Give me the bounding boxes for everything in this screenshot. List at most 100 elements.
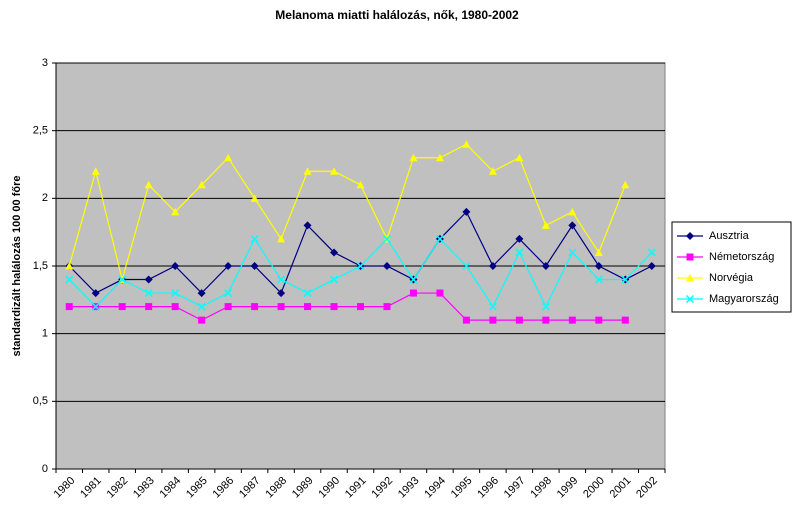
data-point — [144, 180, 153, 189]
x-tick-label: 1997 — [502, 475, 528, 501]
data-point — [224, 153, 233, 162]
data-point — [541, 302, 550, 311]
data-point — [277, 303, 285, 311]
data-point — [303, 167, 312, 175]
x-tick-label: 1980 — [52, 475, 78, 501]
data-point — [277, 289, 286, 298]
legend-label: Németország — [709, 251, 774, 263]
data-point — [594, 262, 603, 270]
x-tick-label: 1992 — [369, 475, 395, 501]
data-point — [621, 316, 629, 324]
data-point — [197, 302, 206, 311]
data-point — [118, 275, 127, 284]
data-point — [198, 316, 206, 324]
data-point — [224, 262, 233, 270]
data-point — [356, 261, 365, 271]
data-point — [435, 234, 444, 243]
data-point — [542, 316, 550, 324]
data-point — [65, 275, 74, 284]
data-point — [224, 303, 232, 311]
data-point — [647, 262, 656, 270]
data-point — [409, 153, 418, 162]
data-point — [329, 275, 339, 284]
x-tick-label: 1996 — [475, 475, 501, 501]
data-point — [462, 261, 471, 271]
x-tick-label: 2001 — [608, 475, 634, 501]
data-point — [568, 248, 577, 257]
x-tick-label: 1983 — [131, 475, 157, 501]
data-point — [250, 262, 259, 270]
y-tick-label: 3 — [42, 57, 48, 69]
x-tick-label: 1998 — [528, 475, 554, 501]
x-tick-label: 1985 — [184, 475, 210, 501]
data-point — [595, 316, 603, 324]
data-point — [568, 221, 577, 230]
x-tick-label: 1981 — [78, 475, 104, 501]
data-point — [356, 180, 365, 189]
data-point — [357, 303, 364, 311]
data-point — [144, 289, 153, 298]
y-tick-label: 2,5 — [33, 125, 48, 137]
data-point — [224, 289, 233, 298]
data-point — [409, 275, 418, 284]
x-tick-label: 1990 — [316, 475, 342, 501]
data-point — [65, 303, 73, 311]
data-point — [197, 289, 206, 298]
data-point — [383, 303, 391, 311]
data-point — [330, 167, 339, 175]
data-point — [488, 262, 497, 270]
legend-label: Magyarország — [709, 293, 779, 305]
data-point — [145, 303, 153, 311]
legend-marker — [686, 253, 694, 261]
chart-title: Melanoma miatti halálozás, nők, 1980-200… — [275, 8, 519, 22]
data-point — [409, 289, 417, 297]
data-point — [330, 248, 339, 257]
data-point — [91, 302, 100, 311]
data-point — [330, 303, 338, 311]
data-point — [462, 207, 471, 216]
data-point — [462, 140, 471, 148]
data-point — [277, 234, 286, 243]
data-point — [621, 180, 630, 189]
data-point — [303, 289, 312, 298]
series-line — [68, 143, 626, 282]
data-point — [303, 221, 312, 230]
data-point — [382, 262, 391, 270]
data-point — [250, 234, 259, 243]
data-point — [568, 207, 577, 216]
data-point — [65, 262, 74, 270]
data-point — [462, 316, 470, 324]
data-point — [197, 180, 206, 189]
data-point — [171, 303, 179, 311]
data-point — [171, 207, 180, 216]
x-tick-label: 1989 — [290, 475, 316, 501]
data-point — [541, 262, 550, 270]
x-tick-label: 1987 — [237, 475, 263, 501]
x-tick-label: 2002 — [634, 475, 660, 501]
legend-label: Norvégia — [709, 272, 754, 284]
data-point — [382, 234, 392, 243]
data-point — [621, 275, 630, 284]
x-tick-label: 1986 — [210, 475, 236, 501]
data-point — [568, 316, 576, 324]
legend-marker — [686, 232, 694, 240]
data-point — [171, 289, 180, 298]
data-point — [488, 167, 497, 175]
x-tick-label: 1991 — [343, 475, 369, 501]
x-tick-label: 2000 — [581, 475, 607, 501]
y-axis-label: standardizált halálozás 100 00 főre — [11, 176, 23, 357]
data-point — [91, 289, 100, 298]
data-point — [436, 289, 444, 297]
data-point — [277, 275, 286, 284]
x-tick-label: 1993 — [396, 475, 422, 501]
y-tick-label: 2 — [42, 192, 48, 204]
data-point — [515, 316, 523, 324]
data-point — [144, 275, 153, 284]
data-point — [171, 262, 180, 270]
data-point — [647, 248, 656, 257]
x-tick-label: 1995 — [449, 475, 475, 501]
x-tick-label: 1982 — [105, 475, 131, 501]
data-point — [489, 316, 497, 324]
legend-marker — [686, 274, 694, 282]
